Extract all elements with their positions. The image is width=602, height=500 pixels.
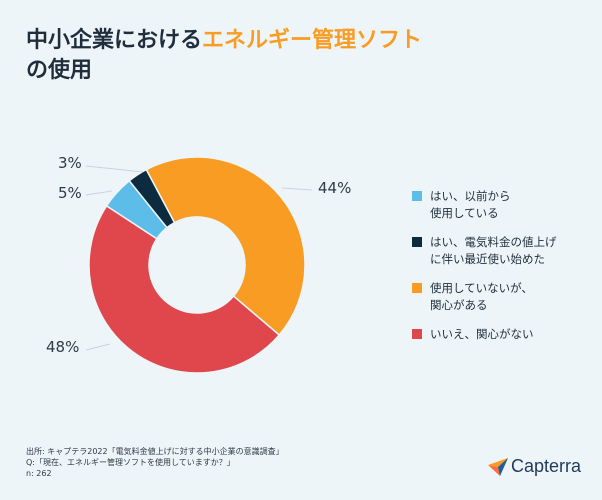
title-part1: 中小企業における — [26, 28, 203, 53]
value-label-0: 5% — [58, 184, 82, 202]
title-line2: の使用 — [26, 58, 93, 83]
legend-label-2: 使用していないが、 関心がある — [430, 281, 533, 312]
leader-line-0 — [85, 190, 113, 196]
legend-item-3: いいえ、関心がない — [412, 326, 534, 343]
chart-title: 中小企業におけるエネルギー管理ソフト の使用 — [26, 26, 422, 86]
legend-swatch-1 — [412, 237, 422, 247]
question-note: Q:「現在、エネルギー管理ソフトを使用していますか？」 — [26, 458, 235, 467]
legend-label-3: いいえ、関心がない — [430, 327, 534, 341]
value-label-1: 3% — [58, 154, 82, 172]
capterra-logo: Capterra — [488, 456, 581, 477]
source-note: 出所: キャプテラ2022「電気料金値上げに対する中小企業の意識調査」 — [26, 447, 284, 456]
donut-slice-3 — [88, 204, 281, 374]
legend-label-1: はい、電気料金の値上げ に伴い最近使い始めた — [430, 235, 557, 266]
legend-item-2: 使用していないが、 関心がある — [412, 280, 533, 314]
logo-text: Capterra — [511, 456, 582, 476]
sample-size: n: 262 — [26, 469, 52, 478]
donut-slice-2 — [145, 156, 306, 337]
legend-label-0: はい、以前から 使用している — [430, 189, 511, 220]
legend-item-0: はい、以前から 使用している — [412, 188, 511, 222]
leader-line-3 — [85, 343, 111, 351]
legend-swatch-2 — [412, 283, 422, 293]
capterra-arrow-icon — [488, 457, 508, 476]
title-highlight: エネルギー管理ソフト — [202, 28, 423, 53]
donut-slice-1 — [128, 168, 176, 229]
value-label-2: 44% — [318, 179, 351, 197]
leader-line-2 — [281, 187, 313, 191]
leader-line-1 — [85, 165, 144, 173]
legend-item-1: はい、電気料金の値上げ に伴い最近使い始めた — [412, 234, 557, 268]
footer: 出所: キャプテラ2022「電気料金値上げに対する中小企業の意識調査」 Q:「現… — [26, 446, 284, 479]
legend-swatch-0 — [412, 191, 422, 201]
legend-swatch-3 — [412, 329, 422, 339]
value-label-3: 48% — [46, 338, 79, 356]
